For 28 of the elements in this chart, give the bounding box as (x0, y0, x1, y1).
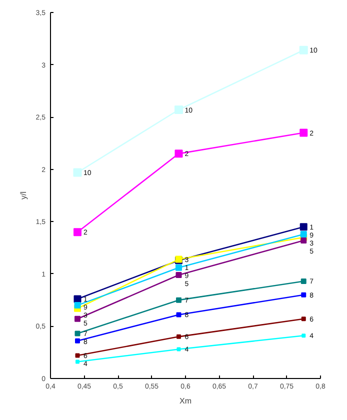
point (73, 168, 82, 177)
point (176, 347, 181, 352)
point (74, 295, 82, 303)
point (300, 230, 307, 238)
point (301, 316, 306, 322)
point (176, 312, 182, 318)
point (300, 278, 306, 284)
point (76, 360, 80, 364)
point (176, 334, 181, 339)
point (302, 334, 306, 338)
point (174, 150, 183, 158)
point (174, 106, 183, 114)
point (300, 128, 308, 137)
point (74, 330, 80, 336)
point (74, 302, 81, 309)
point (300, 223, 308, 231)
point (301, 292, 306, 298)
point (176, 297, 182, 303)
point (176, 272, 182, 278)
y-axis-title: y/l (18, 191, 28, 200)
x-axis-title: Xm (180, 396, 192, 406)
point (300, 237, 307, 244)
point (74, 316, 80, 322)
point (75, 353, 80, 358)
point (74, 228, 82, 236)
point (176, 264, 182, 271)
point (75, 338, 80, 344)
point (299, 46, 308, 54)
